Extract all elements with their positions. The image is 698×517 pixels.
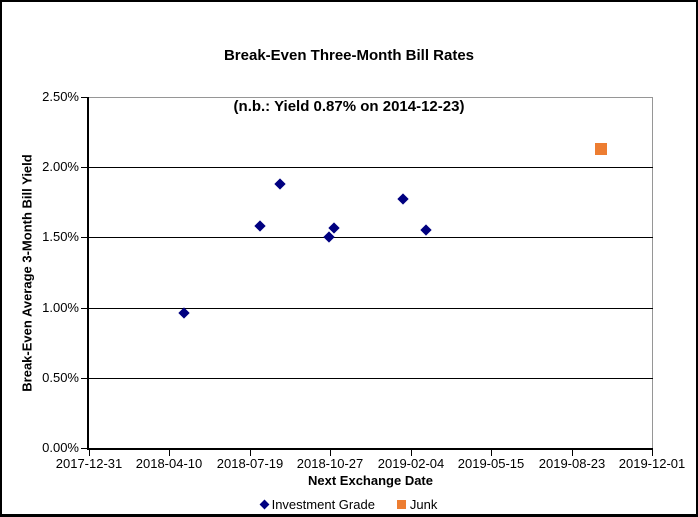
plot-area xyxy=(87,97,653,450)
y-axis-tick-label: 1.00% xyxy=(42,300,79,315)
plot-border-right xyxy=(652,97,653,448)
x-axis-tick-label: 2017-12-31 xyxy=(55,456,123,471)
investment-grade-point xyxy=(420,224,432,236)
x-axis-title: Next Exchange Date xyxy=(308,473,433,488)
x-axis-tick-label: 2019-12-01 xyxy=(618,456,686,471)
plot-border-top xyxy=(89,97,653,98)
gridline xyxy=(89,237,653,238)
y-axis-tick xyxy=(81,167,87,168)
x-axis-tick xyxy=(652,450,653,456)
x-axis-tick xyxy=(89,450,90,456)
x-axis-tick xyxy=(411,450,412,456)
gridline xyxy=(89,378,653,379)
legend-item-junk: Junk xyxy=(396,497,438,512)
chart-title: Break-Even Three-Month Bill Rates (n.b.:… xyxy=(2,13,696,149)
x-axis-tick-label: 2019-05-15 xyxy=(457,456,525,471)
junk-point xyxy=(595,143,607,155)
chart-title-line2: (n.b.: Yield 0.87% on 2014-12-23) xyxy=(233,98,465,115)
y-axis-tick xyxy=(81,97,87,98)
legend-label-junk: Junk xyxy=(409,497,438,512)
legend-item-investment-grade: Investment Grade xyxy=(259,497,375,512)
legend: Investment Grade Junk xyxy=(2,497,696,512)
square-marker-icon xyxy=(396,500,406,509)
x-axis-tick-label: 2018-10-27 xyxy=(296,456,364,471)
legend-label-investment-grade: Investment Grade xyxy=(271,497,375,512)
y-axis-line xyxy=(87,97,89,450)
x-axis-tick xyxy=(250,450,251,456)
investment-grade-point xyxy=(274,178,286,190)
y-axis-tick xyxy=(81,448,87,449)
x-axis-tick xyxy=(491,450,492,456)
x-axis-line xyxy=(87,448,653,450)
y-axis-tick xyxy=(81,308,87,309)
x-axis-tick-label: 2018-04-10 xyxy=(135,456,203,471)
chart-title-line1: Break-Even Three-Month Bill Rates xyxy=(223,47,475,64)
gridline xyxy=(89,308,653,309)
gridline xyxy=(89,167,653,168)
investment-grade-point xyxy=(397,193,409,205)
y-axis-tick-label: 1.50% xyxy=(42,229,79,244)
y-axis-tick-label: 2.50% xyxy=(42,89,79,104)
x-axis-tick xyxy=(572,450,573,456)
y-axis-tick-label: 0.50% xyxy=(42,370,79,385)
y-axis-tick xyxy=(81,237,87,238)
y-axis-tick-label: 0.00% xyxy=(42,440,79,455)
investment-grade-point xyxy=(254,220,266,232)
x-axis-tick-label: 2019-08-23 xyxy=(538,456,606,471)
x-axis-tick-label: 2019-02-04 xyxy=(377,456,445,471)
y-axis-tick-label: 2.00% xyxy=(42,159,79,174)
y-axis-tick xyxy=(81,378,87,379)
x-axis-tick xyxy=(169,450,170,456)
x-axis-tick-label: 2018-07-19 xyxy=(216,456,284,471)
diamond-marker-icon xyxy=(259,499,270,510)
x-axis-tick xyxy=(330,450,331,456)
y-axis-title: Break-Even Average 3-Month Bill Yield xyxy=(19,154,35,392)
investment-grade-point xyxy=(178,307,190,319)
